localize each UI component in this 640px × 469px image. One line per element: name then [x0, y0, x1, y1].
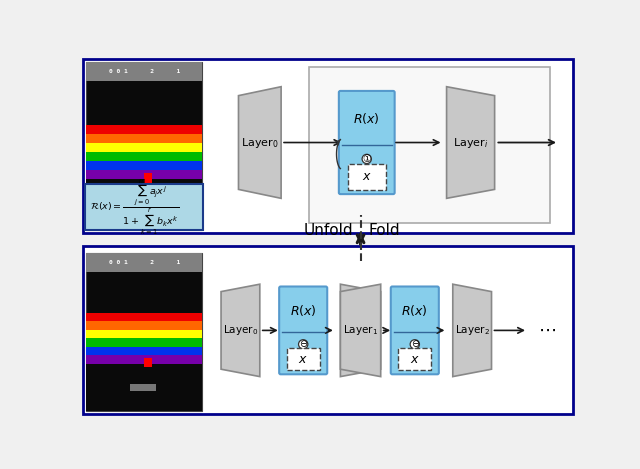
- FancyBboxPatch shape: [391, 287, 439, 374]
- Bar: [86, 330, 202, 339]
- Circle shape: [362, 154, 371, 164]
- FancyBboxPatch shape: [85, 184, 204, 230]
- Text: Layer$_0$: Layer$_0$: [241, 136, 278, 150]
- FancyBboxPatch shape: [398, 348, 431, 371]
- Polygon shape: [221, 284, 260, 377]
- Text: $\mathcal{R}(x) = \dfrac{\sum_{j=0}^{m} a_j x^j}{1 + \sum_{k=1}^{r} b_k x^k}$: $\mathcal{R}(x) = \dfrac{\sum_{j=0}^{m} …: [90, 177, 179, 237]
- Circle shape: [410, 340, 419, 349]
- Text: $R(x)$: $R(x)$: [353, 111, 380, 126]
- Text: ⊖: ⊖: [299, 339, 307, 349]
- Bar: [86, 143, 202, 152]
- Bar: [86, 355, 202, 364]
- Text: Layer$_0$: Layer$_0$: [223, 324, 258, 337]
- Bar: [86, 161, 202, 170]
- Polygon shape: [452, 284, 492, 377]
- FancyBboxPatch shape: [394, 332, 436, 371]
- Text: ①: ①: [362, 154, 371, 164]
- Bar: [86, 179, 202, 229]
- Bar: [86, 321, 202, 330]
- Bar: [145, 174, 152, 182]
- Text: $x$: $x$: [298, 353, 308, 366]
- Text: $R(x)$: $R(x)$: [290, 303, 317, 318]
- Text: Fold: Fold: [368, 223, 400, 238]
- FancyBboxPatch shape: [282, 332, 324, 371]
- Bar: [131, 200, 156, 208]
- Bar: [145, 358, 152, 367]
- Bar: [86, 253, 202, 411]
- Polygon shape: [239, 87, 281, 198]
- FancyBboxPatch shape: [309, 67, 550, 223]
- Bar: [86, 313, 202, 322]
- FancyBboxPatch shape: [342, 144, 392, 191]
- FancyBboxPatch shape: [348, 164, 386, 190]
- FancyBboxPatch shape: [339, 91, 395, 194]
- Text: Layer$_1$: Layer$_1$: [343, 324, 378, 337]
- FancyBboxPatch shape: [287, 348, 320, 371]
- FancyBboxPatch shape: [83, 60, 573, 233]
- Text: Layer$_2$: Layer$_2$: [454, 324, 490, 337]
- Text: $x$: $x$: [410, 353, 420, 366]
- Bar: [86, 253, 202, 272]
- Text: Layer$_i$: Layer$_i$: [453, 136, 488, 150]
- Text: Unfold: Unfold: [303, 223, 353, 238]
- Bar: [86, 338, 202, 347]
- FancyBboxPatch shape: [83, 247, 573, 414]
- Text: 0 0 1      2      1: 0 0 1 2 1: [109, 69, 180, 74]
- Text: ⊖: ⊖: [411, 339, 419, 349]
- Bar: [86, 61, 202, 229]
- Bar: [131, 384, 156, 391]
- Bar: [86, 134, 202, 144]
- Circle shape: [298, 340, 308, 349]
- Bar: [86, 61, 202, 81]
- Polygon shape: [340, 284, 381, 377]
- FancyBboxPatch shape: [279, 287, 327, 374]
- Bar: [86, 152, 202, 161]
- Polygon shape: [447, 87, 495, 198]
- Bar: [86, 364, 202, 411]
- Bar: [86, 347, 202, 356]
- Text: $R(x)$: $R(x)$: [401, 303, 428, 318]
- Text: $x$: $x$: [362, 171, 372, 183]
- Bar: [86, 125, 202, 135]
- Polygon shape: [340, 284, 381, 377]
- Text: $\cdots$: $\cdots$: [538, 321, 556, 339]
- Bar: [86, 170, 202, 179]
- Text: 0 0 1      2      1: 0 0 1 2 1: [109, 260, 180, 265]
